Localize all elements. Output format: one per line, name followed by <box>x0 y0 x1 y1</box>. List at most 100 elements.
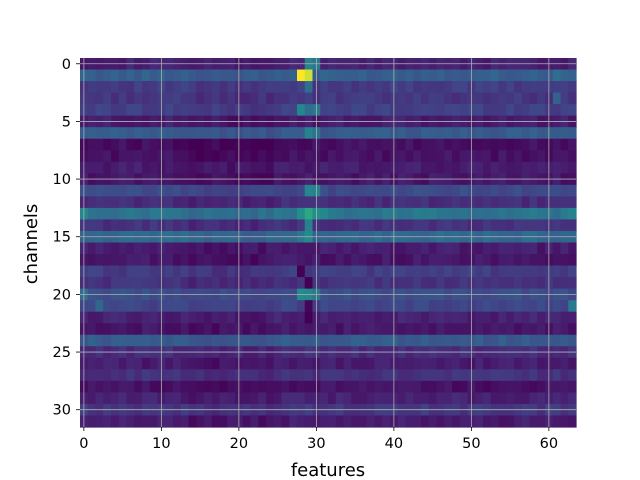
heatmap-cell <box>180 219 190 232</box>
heatmap-cell <box>366 219 376 232</box>
heatmap-cell <box>343 380 352 394</box>
heatmap-cell <box>320 127 329 140</box>
heatmap-cell <box>343 184 352 197</box>
heatmap-cell <box>452 127 461 140</box>
heatmap-cell <box>529 265 538 278</box>
heatmap-cell <box>196 242 205 255</box>
heatmap-cell <box>374 184 383 197</box>
heatmap-cell <box>351 104 360 117</box>
heatmap-cell <box>537 311 546 324</box>
heatmap-cell <box>273 161 283 174</box>
heatmap-cell <box>250 392 259 405</box>
heatmap-cell <box>568 415 577 428</box>
heatmap-cell <box>343 69 352 82</box>
heatmap-cell <box>452 150 461 163</box>
heatmap-cell <box>320 161 329 174</box>
heatmap-cell <box>196 265 205 278</box>
heatmap-cell <box>537 161 546 174</box>
heatmap-cell <box>359 380 368 394</box>
heatmap-cell <box>250 184 259 197</box>
heatmap-cell <box>452 323 461 336</box>
heatmap-cell <box>490 380 500 394</box>
heatmap-cell <box>111 323 120 336</box>
heatmap-cell <box>266 380 275 394</box>
heatmap-cell <box>266 392 275 405</box>
heatmap-cell <box>514 207 523 221</box>
heatmap-cell <box>273 254 283 267</box>
heatmap-cell <box>103 161 112 174</box>
heatmap-cell <box>436 150 445 163</box>
heatmap-cell <box>297 92 306 105</box>
heatmap-cell <box>118 81 128 94</box>
heatmap-cell <box>320 380 329 394</box>
heatmap-cell <box>188 69 197 82</box>
heatmap-cell <box>328 392 337 405</box>
heatmap-cell <box>320 392 329 405</box>
heatmap-cell <box>568 242 577 255</box>
heatmap-cell <box>273 334 283 347</box>
heatmap-cell <box>165 357 174 370</box>
heatmap-cell <box>397 380 407 394</box>
heatmap-cell <box>397 369 407 382</box>
heatmap-cell <box>452 334 461 347</box>
heatmap-cell <box>537 69 546 82</box>
heatmap-cell <box>405 323 414 336</box>
heatmap-cell <box>118 104 128 117</box>
heatmap-cell <box>514 219 523 232</box>
heatmap-cell <box>537 207 546 221</box>
heatmap-cell <box>111 334 120 347</box>
heatmap-cell <box>180 138 190 151</box>
heatmap-cell <box>428 380 438 394</box>
heatmap-cell <box>250 277 259 290</box>
heatmap-cell <box>258 184 267 197</box>
heatmap-cell <box>281 334 290 347</box>
heatmap-cell <box>281 104 290 117</box>
heatmap-cell <box>560 369 569 382</box>
heatmap-cell <box>258 127 267 140</box>
heatmap-cell <box>180 265 190 278</box>
heatmap-cell <box>436 92 445 105</box>
heatmap-cell <box>211 219 221 232</box>
heatmap-cell <box>444 207 453 221</box>
heatmap-cell <box>118 334 128 347</box>
y-tick-label: 25 <box>53 345 71 361</box>
heatmap-cell <box>320 311 329 324</box>
heatmap-cell <box>343 323 352 336</box>
heatmap-cell <box>529 300 538 313</box>
heatmap-cell <box>506 219 515 232</box>
heatmap-cell <box>459 127 469 140</box>
heatmap-cell <box>374 254 383 267</box>
heatmap-cell <box>397 265 407 278</box>
heatmap-cell <box>452 69 461 82</box>
heatmap-cell <box>227 150 236 163</box>
heatmap-cell <box>304 138 314 151</box>
heatmap-cell <box>250 415 259 428</box>
heatmap-cell <box>149 300 159 313</box>
heatmap-cell <box>382 196 391 209</box>
heatmap-cell <box>490 81 500 94</box>
heatmap-cell <box>351 219 360 232</box>
x-tick-label: 40 <box>385 436 403 452</box>
heatmap-cell <box>374 219 383 232</box>
heatmap-cell <box>142 300 151 313</box>
heatmap-cell <box>211 277 221 290</box>
heatmap-cell <box>452 265 461 278</box>
heatmap-cell <box>227 161 236 174</box>
heatmap-cell <box>126 334 135 347</box>
heatmap-cell <box>134 415 143 428</box>
heatmap-cell <box>165 184 174 197</box>
heatmap-cell <box>227 196 236 209</box>
heatmap-cell <box>335 300 345 313</box>
heatmap-cell <box>258 265 267 278</box>
heatmap-cell <box>514 138 523 151</box>
heatmap-cell <box>514 392 523 405</box>
heatmap-cell <box>506 323 515 336</box>
heatmap-cell <box>180 81 190 94</box>
heatmap-cell <box>436 323 445 336</box>
heatmap-cell <box>297 207 306 221</box>
heatmap-cell <box>335 81 345 94</box>
heatmap-cell <box>242 334 252 347</box>
heatmap-cell <box>103 184 112 197</box>
heatmap-cell <box>134 150 143 163</box>
heatmap-cell <box>273 242 283 255</box>
